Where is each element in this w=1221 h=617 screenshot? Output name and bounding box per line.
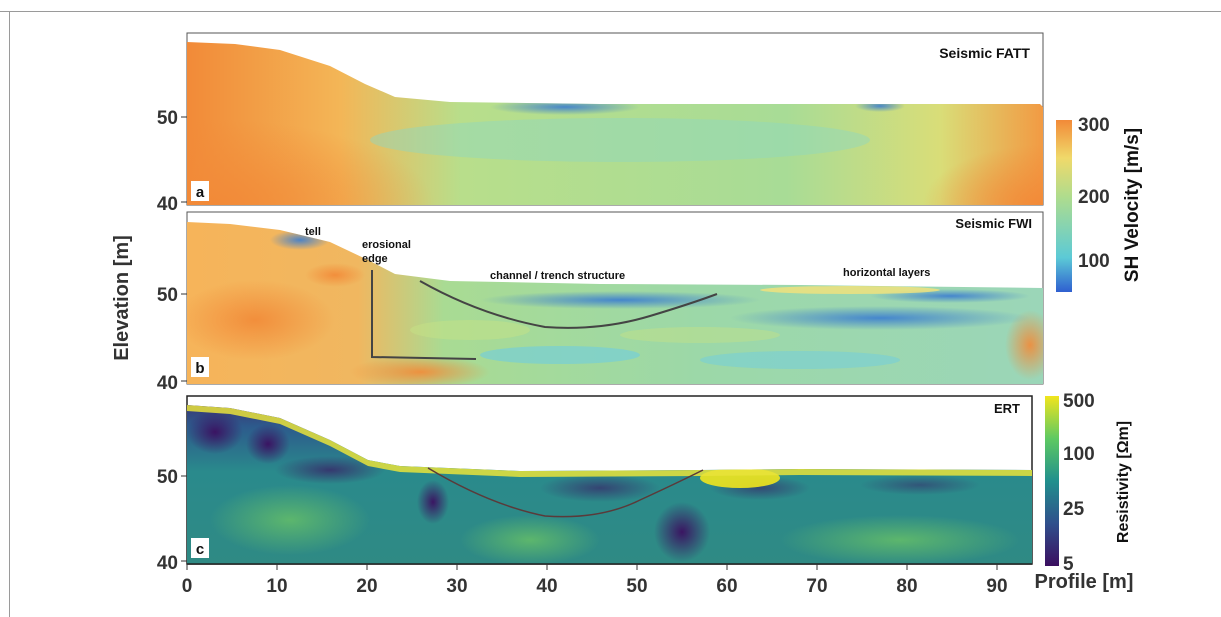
x-tick-label: 10 xyxy=(266,576,287,597)
resistivity-colorbar-label: Resistivity [Ωm] xyxy=(1115,421,1132,543)
velocity-colorbar: 300 200 100 SH Velocity [m/s] xyxy=(1056,115,1143,292)
panel-a-letter-box xyxy=(191,181,209,201)
panel-c-ytick-label: 50 xyxy=(157,467,178,488)
velocity-colorbar-tick: 100 xyxy=(1078,251,1110,272)
channel-curve-fwi xyxy=(419,280,718,329)
panel-c: ERT c 50 40 xyxy=(157,395,1033,574)
annotation-tell: tell xyxy=(305,226,321,238)
x-tick-label: 90 xyxy=(986,576,1007,597)
panel-c-letter-box xyxy=(191,538,209,558)
erosional-edge-marker xyxy=(371,270,477,360)
x-tick-label: 80 xyxy=(896,576,917,597)
panel-c-title: ERT xyxy=(994,401,1020,416)
channel-curve-ert xyxy=(427,467,704,518)
x-tick-label: 40 xyxy=(536,576,557,597)
annotation-channel: channel / trench structure xyxy=(490,270,625,282)
x-tick-label: 60 xyxy=(716,576,737,597)
panel-b-letter: b xyxy=(195,360,204,377)
panel-c-ytick-label: 40 xyxy=(157,553,178,574)
resistivity-colorbar: 500 100 25 5 Resistivity [Ωm] xyxy=(1045,391,1132,575)
panel-b-ytick-label: 40 xyxy=(157,373,178,394)
x-tick-label: 70 xyxy=(806,576,827,597)
resistivity-colorbar-tick: 500 xyxy=(1063,391,1095,412)
panel-b-title: Seismic FWI xyxy=(955,216,1032,231)
panel-a-title: Seismic FATT xyxy=(939,45,1030,61)
panel-a-letter: a xyxy=(196,184,205,201)
panel-b-letter-box xyxy=(191,357,209,377)
velocity-colorbar-tick: 200 xyxy=(1078,187,1110,208)
panel-a: Seismic FATT a 50 40 xyxy=(157,32,1044,215)
resistivity-colorbar-tick: 100 xyxy=(1063,444,1095,465)
annotation-erosional: erosional xyxy=(362,239,411,251)
resistivity-colorbar-tick: 5 xyxy=(1063,554,1074,575)
panel-c-letter: c xyxy=(196,541,204,558)
x-tick-label: 0 xyxy=(182,576,193,597)
figure-frame-left xyxy=(9,11,10,617)
figure-frame-top xyxy=(0,11,1221,12)
panel-b-velocity-field xyxy=(187,222,1043,384)
x-tick-label: 20 xyxy=(356,576,377,597)
x-tick-label: 50 xyxy=(626,576,647,597)
velocity-colorbar-tick: 300 xyxy=(1078,115,1110,136)
annotation-horizontal-layers: horizontal layers xyxy=(843,267,930,279)
panel-a-ytick-label: 40 xyxy=(157,194,178,215)
panel-a-velocity-field xyxy=(187,42,1043,205)
panel-b-ytick-label: 50 xyxy=(157,285,178,306)
panel-a-ytick-label: 50 xyxy=(157,108,178,129)
resistivity-colorbar-ramp xyxy=(1045,396,1059,566)
x-tick-label: 30 xyxy=(446,576,467,597)
panel-c-resistivity-field xyxy=(187,405,1032,564)
y-axis-label: Elevation [m] xyxy=(111,235,133,361)
panel-b: Seismic FWI tell erosional edge channel … xyxy=(157,211,1044,394)
velocity-colorbar-ramp xyxy=(1056,120,1072,292)
resistivity-colorbar-tick: 25 xyxy=(1063,499,1085,520)
velocity-colorbar-label: SH Velocity [m/s] xyxy=(1122,128,1143,282)
annotation-edge: edge xyxy=(362,253,388,265)
x-axis: 0 10 20 30 40 50 60 70 80 90 xyxy=(182,564,1008,597)
x-axis-label: Profile [m] xyxy=(1035,571,1134,593)
